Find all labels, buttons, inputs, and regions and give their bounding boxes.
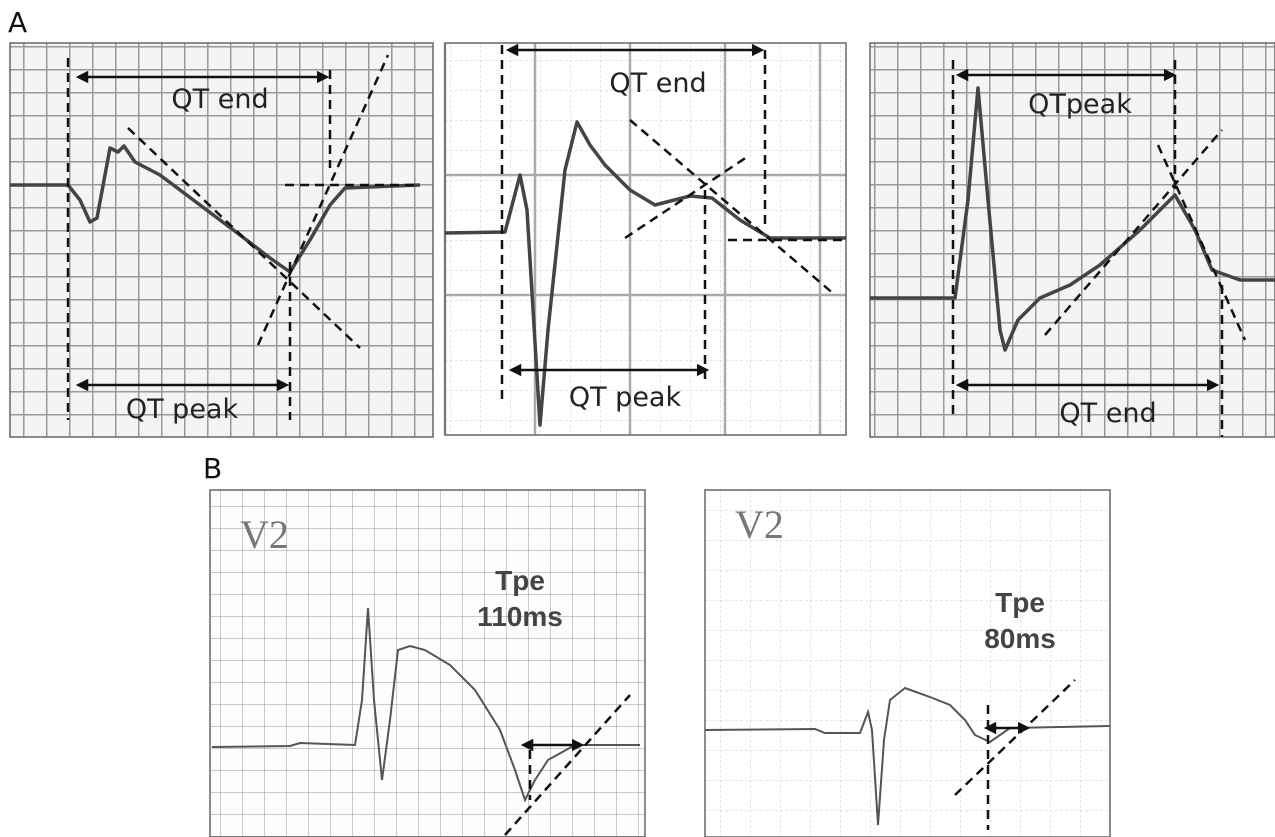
annotation: QT peak <box>126 394 239 425</box>
ecg-panel: QT end QT peak <box>10 43 433 437</box>
annotation: QT peak <box>569 382 682 413</box>
ecg-panel: QTpeak QT end <box>870 43 1275 437</box>
annotation: Tpe <box>995 587 1045 618</box>
lead-label: V2 <box>735 502 784 547</box>
lead-label: V2 <box>240 512 289 557</box>
ecg-panel: V2 Tpe 110ms <box>210 490 645 837</box>
panel-label: B <box>203 452 222 485</box>
annotation: 80ms <box>984 623 1056 654</box>
annotation: QTpeak <box>1028 89 1132 120</box>
panel-label: A <box>8 6 27 39</box>
annotation: 110ms <box>477 601 563 632</box>
ecg-panel: V2 Tpe 80ms <box>705 490 1110 837</box>
annotation: QT end <box>171 84 268 115</box>
annotation: QT end <box>1059 398 1156 429</box>
annotation: Tpe <box>495 565 545 596</box>
figure: A B QT end QT peak QT end QT peak QTpeak… <box>0 0 1275 837</box>
annotation: QT end <box>609 68 706 99</box>
ecg-panel: QT end QT peak <box>445 43 846 435</box>
page: A B QT end QT peak QT end QT peak QTpeak… <box>0 0 1275 837</box>
